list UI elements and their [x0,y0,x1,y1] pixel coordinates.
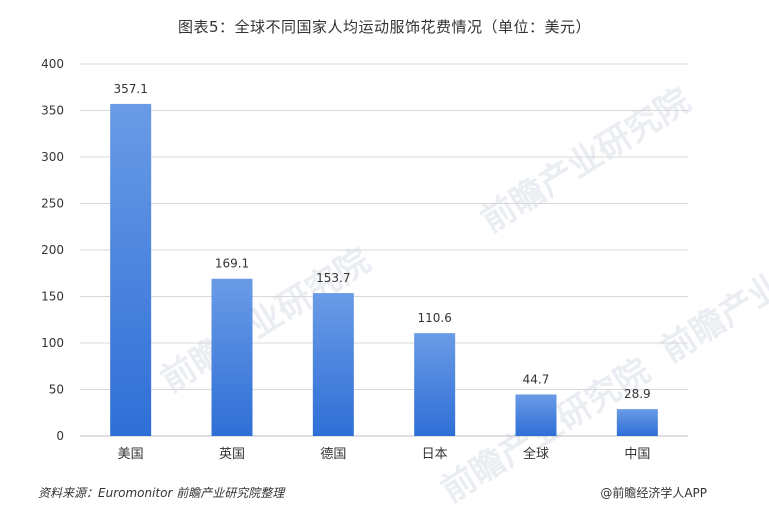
y-tick-label: 250 [41,197,64,211]
data-label: 110.6 [417,311,451,325]
data-label: 169.1 [215,257,249,271]
chart-title: 图表5：全球不同国家人均运动服饰花费情况（单位：美元） [177,18,592,36]
brand-credit: @前瞻经济学人APP [600,486,707,500]
bar-2 [211,278,253,436]
y-tick-label: 0 [56,429,64,443]
x-tick-label: 德国 [320,447,346,462]
y-tick-label: 350 [41,104,64,118]
y-tick-label: 150 [41,290,64,304]
x-tick-label: 美国 [118,447,144,462]
y-tick-label: 50 [49,383,64,397]
x-tick-label: 英国 [219,447,245,462]
y-axis-ticks: 0 50 100 150 200 250 300 350 400 [41,57,64,443]
data-label: 153.7 [316,271,350,285]
data-label: 44.7 [523,372,550,386]
x-tick-label: 全球 [523,446,549,462]
y-tick-label: 200 [41,243,64,257]
x-tick-label: 日本 [422,447,448,462]
data-labels: 357.1 169.1 153.7 110.6 44.7 28.9 [113,82,650,401]
y-tick-label: 400 [41,57,64,71]
bar-3 [312,293,354,436]
source-note: 资料来源：Euromonitor 前瞻产业研究院整理 [38,486,285,500]
bar-6 [616,409,658,436]
data-label: 357.1 [113,82,147,96]
bar-4 [414,333,456,436]
y-tick-label: 100 [41,336,64,350]
x-axis-ticks: 美国 英国 德国 日本 全球 中国 [118,446,651,462]
y-tick-label: 300 [41,150,64,164]
bars [110,103,658,436]
bar-1 [110,103,152,436]
grid-lines [80,63,688,437]
data-label: 28.9 [624,387,651,401]
bar-5 [515,394,557,436]
x-tick-label: 中国 [624,447,650,462]
